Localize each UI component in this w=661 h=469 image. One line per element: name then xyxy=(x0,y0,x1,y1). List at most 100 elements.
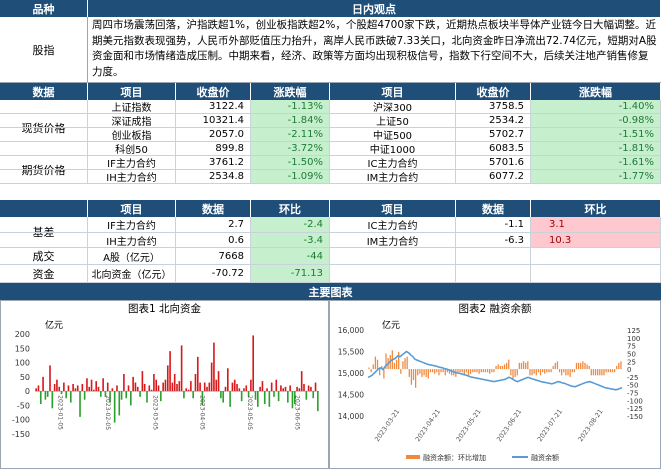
chart2-bar xyxy=(575,362,578,370)
chart1-bar xyxy=(150,389,153,392)
chart1-bar xyxy=(143,384,146,392)
chart1-bar xyxy=(104,391,107,397)
chart2-bar xyxy=(501,365,504,370)
index-change: -1.13% xyxy=(251,100,330,114)
item-value xyxy=(456,265,531,283)
chart1-bar xyxy=(252,335,255,392)
chart1-bar xyxy=(46,391,49,397)
chart2-bar xyxy=(514,369,516,377)
chart2-ytick-left: 15,500 xyxy=(338,348,364,357)
item-mom: -71.13 xyxy=(251,265,330,283)
chart2-bar xyxy=(448,369,451,374)
th2-mom-1: 环比 xyxy=(251,200,330,217)
chart2-bar xyxy=(385,353,387,370)
chart2-bar xyxy=(541,369,544,373)
th2-data-1: 数据 xyxy=(176,200,251,217)
chart2-bar xyxy=(561,369,563,376)
chart1-ytick: -100 xyxy=(12,416,30,425)
chart1-bar xyxy=(164,379,167,392)
basis-row: 北向资金（亿元） -70.72 -71.13 xyxy=(0,265,661,283)
chart1-bar xyxy=(97,386,100,392)
basis-row: A股（亿元） 7668 -44 xyxy=(0,248,661,265)
index-change: -1.09% xyxy=(251,170,330,184)
chart1-bar xyxy=(72,384,74,392)
chart-northbound: 图表1 北向资金 亿元 200 150 100 50 0 -50 -100 -150 2023-0… xyxy=(0,300,329,469)
chart1-bar xyxy=(289,385,291,392)
chart1-bar xyxy=(123,374,125,392)
chart1-bar xyxy=(312,391,315,399)
chart1-bar xyxy=(277,391,280,402)
chart2-bar xyxy=(558,369,561,373)
chart2-bar xyxy=(472,369,474,373)
chart1-bar xyxy=(139,391,141,397)
row-spacer xyxy=(0,233,88,248)
chart2-bar xyxy=(431,369,434,373)
chart2-bar xyxy=(383,369,385,379)
chart1-title: 图表1 北向资金 xyxy=(127,303,202,315)
chart1-bar xyxy=(298,388,301,392)
chart2-bar xyxy=(463,369,465,376)
chart1-ytick: 50 xyxy=(20,373,30,382)
chart2-bar xyxy=(516,369,518,376)
item-name: IH主力合约 xyxy=(88,233,176,248)
chart1-xtick: 2023-04-05 xyxy=(199,395,206,430)
chart2-xtick: 2023-03-21 xyxy=(373,408,401,444)
th-item-1: 项目 xyxy=(88,83,176,100)
chart2-bar xyxy=(434,369,436,374)
th-item-2: 项目 xyxy=(330,83,456,100)
index-name: IM主力合约 xyxy=(330,170,456,184)
chart1-bar xyxy=(106,382,109,392)
header-intraday-view: 日内观点 xyxy=(88,0,661,17)
chart1-bar xyxy=(49,365,51,392)
chart2-bar xyxy=(539,369,542,376)
chart2-bar xyxy=(398,351,400,370)
chart2-bar xyxy=(400,369,402,374)
chart2-bar xyxy=(368,367,370,370)
chart1-bar xyxy=(44,391,47,400)
charts-header: 主要图表 xyxy=(0,283,661,300)
chart2-title: 图表2 融资余额 xyxy=(458,303,532,315)
commentary-row: 股指 周四市场震荡回落，沪指跌超1%，创业板指跌超2%，个股超4700家下跌，近… xyxy=(0,17,661,83)
chart2-bar xyxy=(580,362,582,370)
chart2-bar xyxy=(419,369,421,374)
chart1-bar xyxy=(134,382,137,392)
spot-price-label: 现货价格 xyxy=(0,100,88,156)
chart1-bar xyxy=(160,391,162,402)
chart2-bar xyxy=(442,369,444,373)
chart1-bar xyxy=(296,386,298,392)
chart2-bar xyxy=(486,369,489,373)
chart1-bar xyxy=(53,384,56,392)
item-value: -70.72 xyxy=(176,265,251,283)
item-name: IF主力合约 xyxy=(88,217,176,233)
chart2-bar xyxy=(601,369,603,376)
chart1-bar xyxy=(83,391,86,400)
basis-table-header: 项目 数据 环比 项目 数据 环比 xyxy=(0,200,661,217)
chart2-bar xyxy=(605,369,607,373)
chart1-xtick: 2023-01-05 xyxy=(57,395,64,430)
row-spacer xyxy=(0,142,88,156)
th-data: 数据 xyxy=(0,83,88,100)
th2-item-1: 项目 xyxy=(88,200,176,217)
chart1-bar xyxy=(74,388,77,392)
chart2-bar xyxy=(414,369,417,388)
index-close: 5701.6 xyxy=(456,156,531,170)
row-spacer xyxy=(0,100,88,114)
chart2-bar xyxy=(597,369,599,376)
chart2-bar xyxy=(607,369,609,373)
chart1-bar xyxy=(263,391,266,404)
chart1-bar xyxy=(169,351,171,392)
index-name: IC主力合约 xyxy=(330,156,456,170)
chart2-bar xyxy=(563,369,565,373)
chart1-bar xyxy=(35,388,37,392)
chart1-bar xyxy=(113,391,116,423)
chart1-bar xyxy=(190,381,192,392)
price-row: IH主力合约 2534.8 -1.09% IM主力合约 6077.2 -1.77% xyxy=(0,170,661,184)
chart1-bar xyxy=(185,388,188,392)
chart1-bar xyxy=(226,368,229,392)
chart1-bar xyxy=(305,391,308,400)
chart2-bar xyxy=(525,362,527,370)
chart2-bar xyxy=(503,364,506,370)
chart1-bar xyxy=(213,342,215,392)
price-row: 上证指数 3122.4 -1.13% 沪深300 3758.5 -1.40% xyxy=(0,100,661,114)
